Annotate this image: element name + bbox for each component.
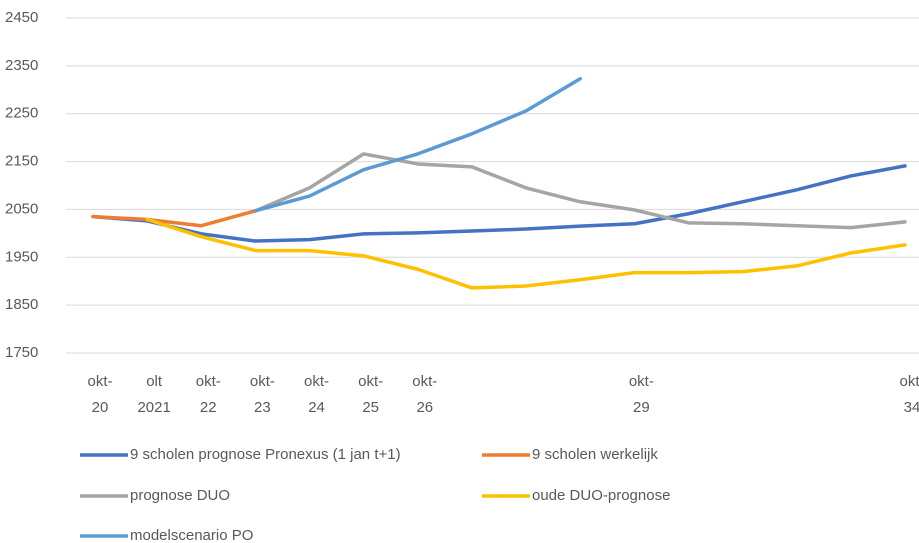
legend-label: 9 scholen prognose Pronexus (1 jan t+1) xyxy=(130,446,401,463)
x-tick-label: okt-20 xyxy=(87,373,113,416)
y-tick-label: 1950 xyxy=(5,248,38,265)
legend-label: 9 scholen werkelijk xyxy=(532,446,658,463)
legend-label: modelscenario PO xyxy=(130,527,253,543)
x-tick-label: okt-23 xyxy=(249,373,275,416)
y-tick-label: 2250 xyxy=(5,105,38,122)
y-tick-label: 2450 xyxy=(5,9,38,26)
series-line xyxy=(253,152,907,230)
x-tick-label: okt-26 xyxy=(412,373,438,416)
x-tick-label: okt-24 xyxy=(304,373,330,416)
legend-label: prognose DUO xyxy=(130,487,230,504)
x-tick-label: olt 2021 xyxy=(137,373,171,416)
y-tick-label: 2350 xyxy=(5,57,38,74)
legend-label: oude DUO-prognose xyxy=(532,487,670,504)
series-line xyxy=(91,209,258,228)
series-line xyxy=(253,77,582,213)
series-line xyxy=(91,164,907,243)
y-tick-label: 2150 xyxy=(5,153,38,170)
x-tick-label: okt-29 xyxy=(628,373,654,416)
y-tick-label: 2050 xyxy=(5,200,38,217)
x-tick-label: okt-22 xyxy=(195,373,221,416)
y-tick-label: 1750 xyxy=(5,344,38,361)
x-tick-label: okt-25 xyxy=(358,373,384,416)
y-tick-label: 1850 xyxy=(5,296,38,313)
series-line xyxy=(145,217,907,290)
x-tick-label: okt-34 xyxy=(899,373,919,416)
